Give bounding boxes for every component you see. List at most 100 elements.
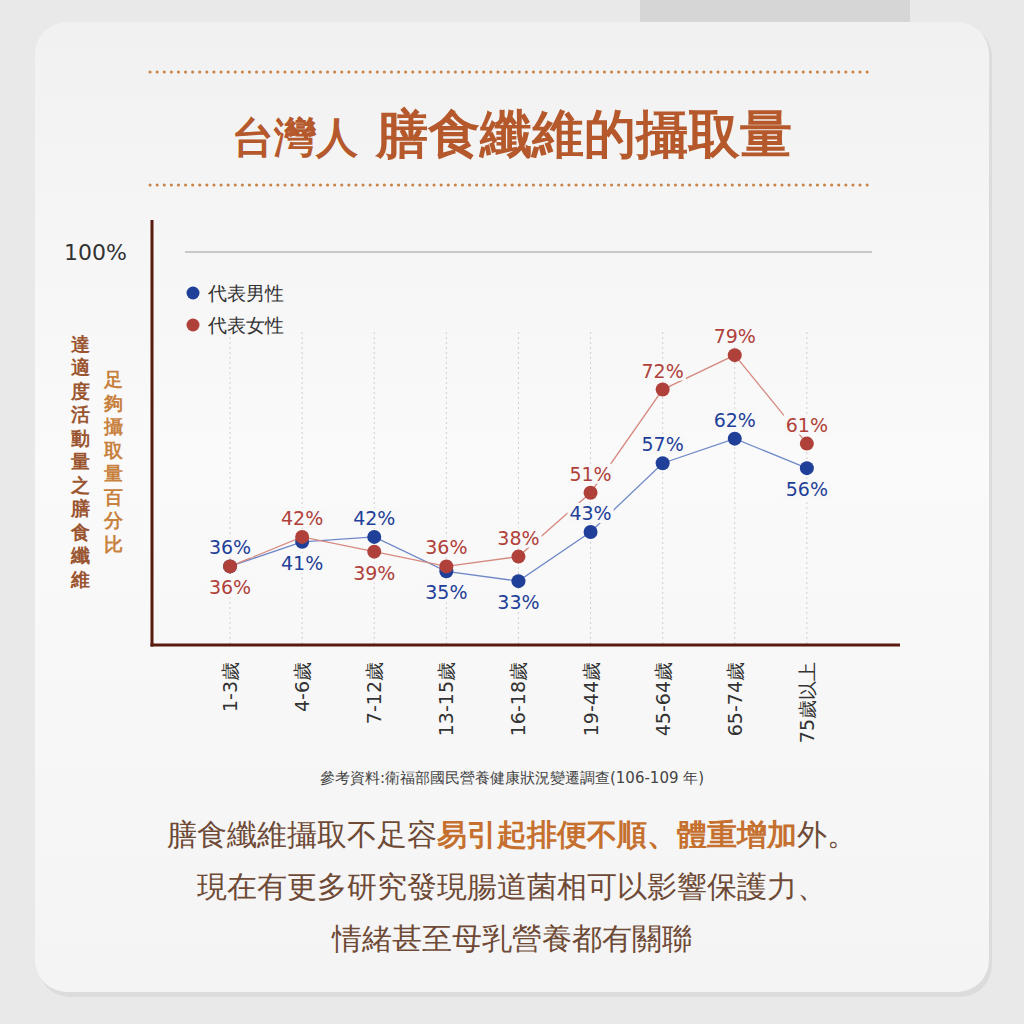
- data-label: 79%: [714, 325, 756, 347]
- x-tick-label: 75歲以上: [796, 662, 818, 743]
- y-axis-title-char: 膳: [70, 497, 90, 519]
- series-point: [367, 530, 381, 544]
- y-axis-title: 足夠攝取量百分比: [103, 368, 124, 555]
- data-label: 35%: [425, 581, 467, 603]
- data-label-bg: [279, 553, 325, 573]
- data-label: 56%: [786, 478, 828, 500]
- y-axis: [151, 220, 154, 647]
- legend-label: 代表男性: [207, 282, 284, 304]
- x-tick-label: 7-12歲: [363, 662, 385, 724]
- data-label-bg: [495, 528, 541, 548]
- y-axis-title-char: 活: [70, 403, 90, 425]
- series-point: [367, 545, 381, 559]
- annotation-line: 情緒甚至母乳營養都有關聯: [331, 921, 692, 956]
- y-axis-title-char: 纖: [70, 544, 90, 566]
- y-axis-title-char: 適: [71, 356, 90, 378]
- series-point: [656, 383, 670, 397]
- data-labels: 36%36%41%42%42%39%35%36%33%38%43%51%57%7…: [207, 325, 830, 613]
- category-guide: [302, 332, 303, 645]
- annotation-line: 膳食纖維攝取不足容易引起排便不順、體重增加外。: [167, 817, 857, 852]
- x-tick-label: 13-15歲: [435, 662, 457, 736]
- series-line: [230, 439, 807, 581]
- x-tick-label: 4-6歲: [291, 662, 313, 712]
- title: 台灣人 膳食纖維的攝取量: [232, 104, 792, 164]
- grid-line: [185, 252, 872, 253]
- data-label-bg: [567, 503, 613, 523]
- data-label: 36%: [209, 536, 251, 558]
- data-label: 72%: [642, 360, 684, 382]
- x-tick-label: 19-44歲: [580, 662, 602, 736]
- x-axis: [151, 644, 901, 647]
- data-label-bg: [495, 592, 541, 612]
- x-tick-label: 16-18歲: [507, 662, 529, 736]
- legend-marker: [187, 287, 200, 300]
- legend-marker: [187, 319, 200, 332]
- annotation-text: 膳食纖維攝取不足容: [167, 817, 437, 852]
- data-label-bg: [640, 434, 686, 454]
- data-label-bg: [784, 415, 830, 435]
- marks: [223, 348, 814, 588]
- data-label-bg: [423, 537, 469, 557]
- series-point: [728, 348, 742, 362]
- data-label: 33%: [497, 591, 539, 613]
- legend-label: 代表女性: [207, 314, 284, 336]
- card: [35, 22, 989, 992]
- top-decoration: [640, 0, 910, 24]
- data-label: 36%: [209, 576, 251, 598]
- series-point: [511, 550, 525, 564]
- series-point: [223, 559, 237, 573]
- series-point: [223, 559, 237, 573]
- data-label-bg: [207, 577, 253, 597]
- y-axis-title-char: 維: [70, 568, 90, 590]
- annotation-text: 現在有更多研究發現腸道菌相可以影響保護力、: [197, 869, 827, 904]
- title-dots: [150, 71, 872, 74]
- annotation-line: 現在有更多研究發現腸道菌相可以影響保護力、: [197, 869, 827, 904]
- data-label-bg: [567, 464, 613, 484]
- y-axis-title-char: 足: [103, 368, 123, 390]
- y-axis-title-char: 夠: [103, 392, 123, 414]
- y-axis-title-char: 分: [103, 509, 124, 531]
- data-label: 39%: [353, 562, 395, 584]
- data-label: 42%: [353, 507, 395, 529]
- data-label: 36%: [425, 536, 467, 558]
- y-tick-label: 100%: [64, 240, 127, 265]
- data-label-bg: [279, 508, 325, 528]
- data-label-bg: [351, 563, 397, 583]
- annotation-text: 情緒甚至母乳營養都有關聯: [331, 921, 692, 956]
- data-label: 51%: [569, 463, 611, 485]
- series-point: [439, 559, 453, 573]
- category-guide: [734, 332, 735, 645]
- y-axis-title-char: 比: [104, 533, 123, 555]
- data-label: 41%: [281, 552, 323, 574]
- data-label-bg: [784, 479, 830, 499]
- data-label-bg: [351, 508, 397, 528]
- data-label-bg: [640, 361, 686, 381]
- y-axis-title-char: 達: [71, 333, 90, 355]
- title-dots: [150, 184, 872, 187]
- y-axis-title-char: 量: [103, 462, 123, 484]
- data-label: 42%: [281, 507, 323, 529]
- annotation-text: 外。: [797, 817, 857, 852]
- y-axis-title-char: 動: [70, 427, 90, 449]
- series-point: [584, 525, 598, 539]
- y-axis-title-char: 攝: [103, 415, 123, 437]
- data-label-bg: [712, 410, 758, 430]
- chart-root: 台灣人 膳食纖維的攝取量 100% 達適度活動量之膳食纖維足夠攝取量百分比 1-3歲 4…: [0, 0, 1024, 1024]
- y-axis-title-char: 量: [70, 450, 90, 472]
- data-label: 38%: [497, 527, 539, 549]
- y-axis-title: 達適度活動量之膳食纖維: [70, 333, 90, 590]
- y-axis-title-char: 食: [70, 521, 90, 543]
- series-point: [800, 461, 814, 475]
- series-point: [511, 574, 525, 588]
- series-line: [230, 355, 807, 566]
- series-point: [295, 530, 309, 544]
- title-part: 台灣人: [232, 113, 358, 162]
- data-label-bg: [712, 326, 758, 346]
- x-tick-label: 1-3歲: [219, 662, 241, 712]
- y-axis-title-char: 取: [103, 439, 124, 461]
- data-label: 57%: [642, 433, 684, 455]
- x-tick-label: 45-64歲: [652, 662, 674, 736]
- y-axis-title-char: 之: [70, 474, 90, 496]
- annotation-highlight: 易引起排便不順、體重增加: [436, 817, 797, 852]
- y-axis-title-char: 百: [103, 486, 123, 508]
